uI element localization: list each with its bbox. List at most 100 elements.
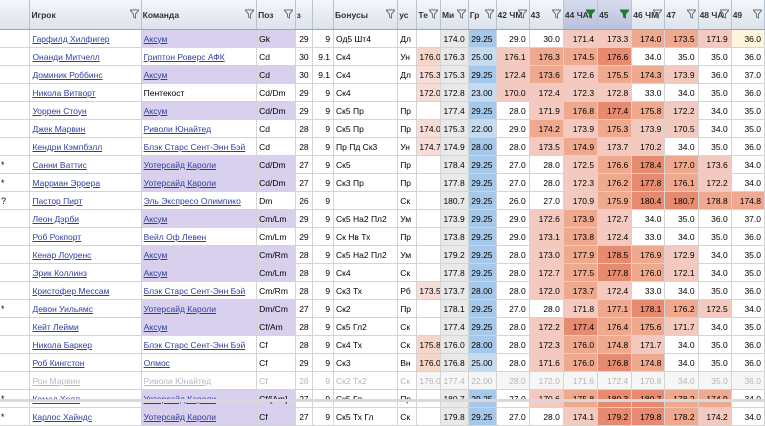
column-header-side[interactable]: ус: [397, 0, 418, 30]
table-row[interactable]: * Марриан Эррера Уотерсайд Кароли Cd/Dm 27 9 С…: [0, 173, 765, 192]
cell-team[interactable]: Аксум: [141, 209, 258, 228]
player-link[interactable]: Кендри Кэмпбэлл: [32, 141, 103, 152]
team-link[interactable]: Аксум: [143, 249, 168, 260]
player-link[interactable]: Санни Ваттис: [32, 159, 87, 170]
cell-team[interactable]: Блэк Старс Сент-Энн Бэй: [141, 335, 258, 354]
table-row[interactable]: Гарфилд Хилфигер Аксум Gk 29 9 Од5 Шт4 Дл 174.0…: [0, 29, 765, 48]
cell-team[interactable]: Аксум: [141, 101, 258, 120]
cell-player[interactable]: Эрик Коллинз: [29, 263, 142, 282]
team-link[interactable]: Уотерсайд Кароли: [143, 411, 216, 422]
table-row[interactable]: * Санни Ваттис Уотерсайд Кароли Cd/Dm 27 9 Ск5…: [0, 155, 765, 174]
column-header-h42[interactable]: 42 ЧМ: [496, 0, 530, 30]
active-filter-icon[interactable]: [620, 9, 630, 19]
filter-icon[interactable]: [386, 9, 396, 19]
cell-player[interactable]: Онанди Митчелл: [29, 47, 142, 66]
player-link[interactable]: Роб Рокпорт: [32, 231, 82, 242]
cell-team[interactable]: Олмос: [141, 353, 258, 372]
cell-team[interactable]: Риволи Юнайтед: [141, 371, 258, 390]
player-link[interactable]: Онанди Митчелл: [32, 51, 100, 62]
team-link[interactable]: Аксум: [143, 105, 168, 116]
cell-player[interactable]: Кристофер Мессам: [29, 281, 142, 300]
team-link[interactable]: Аксум: [143, 69, 168, 80]
column-header-h48[interactable]: 48 ЧА: [698, 0, 732, 30]
player-link[interactable]: Никола Баркер: [32, 339, 93, 350]
player-link[interactable]: Кемал Холл: [32, 394, 80, 404]
player-link[interactable]: Кристофер Мессам: [32, 285, 110, 296]
player-link[interactable]: Карлос Хайндс: [32, 411, 92, 422]
cell-team[interactable]: Уотерсайд Кароли: [141, 299, 258, 318]
cell-team[interactable]: Аксум: [141, 263, 258, 282]
table-row[interactable]: ? Пастор Пирт Эль Экспресо Олимпико Dm 26 9 Ск…: [0, 191, 765, 210]
player-link[interactable]: Рон Марвин: [32, 375, 81, 386]
player-link[interactable]: Роб Кингстон: [32, 357, 85, 368]
filter-icon[interactable]: [283, 9, 293, 19]
team-link[interactable]: Аксум: [143, 321, 168, 332]
column-header-pos[interactable]: Поз: [256, 0, 296, 30]
table-row[interactable]: Кенар Лоуренс Аксум Cm/Rm 28 9 Ск5 На2 Пл2 Ум 1…: [0, 245, 765, 264]
table-row[interactable]: Роб Кингстон Олмос Cf 29 9 Ск3 Вн 176.0 176.8 25.…: [0, 353, 765, 372]
cell-team[interactable]: Вейл Оф Левен: [141, 227, 258, 246]
player-link[interactable]: Эрик Коллинз: [32, 267, 87, 278]
team-link[interactable]: Эль Экспресо Олимпико: [143, 195, 241, 206]
cell-team[interactable]: Аксум: [141, 29, 258, 48]
player-link[interactable]: Леон Дэрби: [32, 213, 79, 224]
column-header-bonus[interactable]: Бонусы: [333, 0, 399, 30]
cell-team[interactable]: Уотерсайд Кароли: [141, 407, 258, 426]
column-header-player[interactable]: Игрок: [29, 0, 142, 30]
column-header-mark[interactable]: [0, 0, 31, 30]
player-link[interactable]: Марриан Эррера: [32, 177, 101, 188]
cell-player[interactable]: Санни Ваттис: [29, 155, 142, 174]
team-link[interactable]: Аксум: [143, 33, 168, 44]
cell-player[interactable]: Марриан Эррера: [29, 173, 142, 192]
filter-icon[interactable]: [245, 9, 255, 19]
table-row[interactable]: Роб Рокпорт Вейл Оф Левен Cm/Lm 29 9 Ск Нв Тх…: [0, 227, 765, 246]
cell-player[interactable]: Доминик Роббинс: [29, 65, 142, 84]
table-row[interactable]: Леон Дэрби Аксум Cm/Lm 29 9 Ск5 На2 Пл2 Ум 173.…: [0, 209, 765, 228]
team-link[interactable]: Уотерсайд Кароли: [143, 303, 216, 314]
cell-player[interactable]: Уоррен Стоун: [29, 101, 142, 120]
cell-player[interactable]: Кенар Лоуренс: [29, 245, 142, 264]
table-row[interactable]: Онанди Митчелл Гриптон Роверс АФК Cd 30 9.1 С…: [0, 47, 765, 66]
column-header-ca[interactable]: [312, 0, 335, 30]
team-link[interactable]: Гриптон Роверс АФК: [143, 51, 225, 62]
player-link[interactable]: Кенар Лоуренс: [32, 249, 92, 260]
table-row[interactable]: Кендри Кэмпбэлл Блэк Старс Сент-Энн Бэй Cd…: [0, 137, 765, 156]
cell-player[interactable]: Джек Марвин: [29, 119, 142, 138]
column-header-h47[interactable]: 47: [664, 0, 699, 30]
filter-icon[interactable]: [686, 9, 696, 19]
player-link[interactable]: Джек Марвин: [32, 123, 86, 134]
column-header-h43[interactable]: 43: [529, 0, 564, 30]
player-link[interactable]: Кейт Лейми: [32, 321, 79, 332]
table-row[interactable]: Уоррен Стоун Аксум Cd/Dm 29 9 Ск5 Пр Пр 177.4 29…: [0, 101, 765, 120]
team-link[interactable]: Уотерсайд Кароли: [143, 177, 216, 188]
column-header-h45[interactable]: 45: [597, 0, 633, 30]
cell-team[interactable]: Блэк Старс Сент-Энн Бэй: [141, 137, 258, 156]
cell-player[interactable]: Кейт Лейми: [29, 317, 142, 336]
team-link[interactable]: Блэк Старс Сент-Энн Бэй: [143, 285, 246, 296]
cell-player[interactable]: Девон Уильямс: [29, 299, 142, 318]
filter-icon[interactable]: [484, 9, 494, 19]
column-header-h46[interactable]: 46 ЧМ: [631, 0, 666, 30]
table-row[interactable]: Кристофер Мессам Блэк Старс Сент-Энн Бэй C…: [0, 281, 765, 300]
filter-icon[interactable]: [129, 9, 139, 19]
team-link[interactable]: Риволи Юнайтед: [143, 375, 212, 386]
table-row[interactable]: Доминик Роббинс Аксум Cd 30 9.1 Ск4 Дл 175.3 175…: [0, 65, 765, 84]
table-row[interactable]: Никола Витворт Пентекост Cd/Dm 29 9 Ск4 172.0 1…: [0, 83, 765, 102]
table-row[interactable]: Эрик Коллинз Аксум Cm/Lm 28 9 Ск4 Ск 177.8 29.25…: [0, 263, 765, 282]
player-link[interactable]: Никола Витворт: [32, 87, 96, 98]
column-header-team[interactable]: Команда: [141, 0, 258, 30]
filter-icon[interactable]: [456, 9, 466, 19]
cell-player[interactable]: Кендри Кэмпбэлл: [29, 137, 142, 156]
player-link[interactable]: Пастор Пирт: [32, 195, 83, 206]
filter-icon[interactable]: [551, 9, 561, 19]
team-link[interactable]: Уотерсайд Кароли: [143, 159, 216, 170]
table-row[interactable]: Кейт Лейми Аксум Cf/Am 28 9 Ск5 Гл2 Ск 177.4 29.…: [0, 317, 765, 336]
cell-team[interactable]: Аксум: [141, 245, 258, 264]
cell-team[interactable]: Уотерсайд Кароли: [141, 155, 258, 174]
cell-player[interactable]: Пастор Пирт: [29, 191, 142, 210]
team-link[interactable]: Аксум: [143, 213, 168, 224]
column-header-te[interactable]: Те: [416, 0, 441, 30]
horizontal-scrollbar[interactable]: [0, 399, 765, 402]
table-row[interactable]: * Карлос Хайндс Уотерсайд Кароли Cf 27 9 Ск5 Т…: [0, 407, 765, 426]
column-header-m[interactable]: Ми: [440, 0, 469, 30]
